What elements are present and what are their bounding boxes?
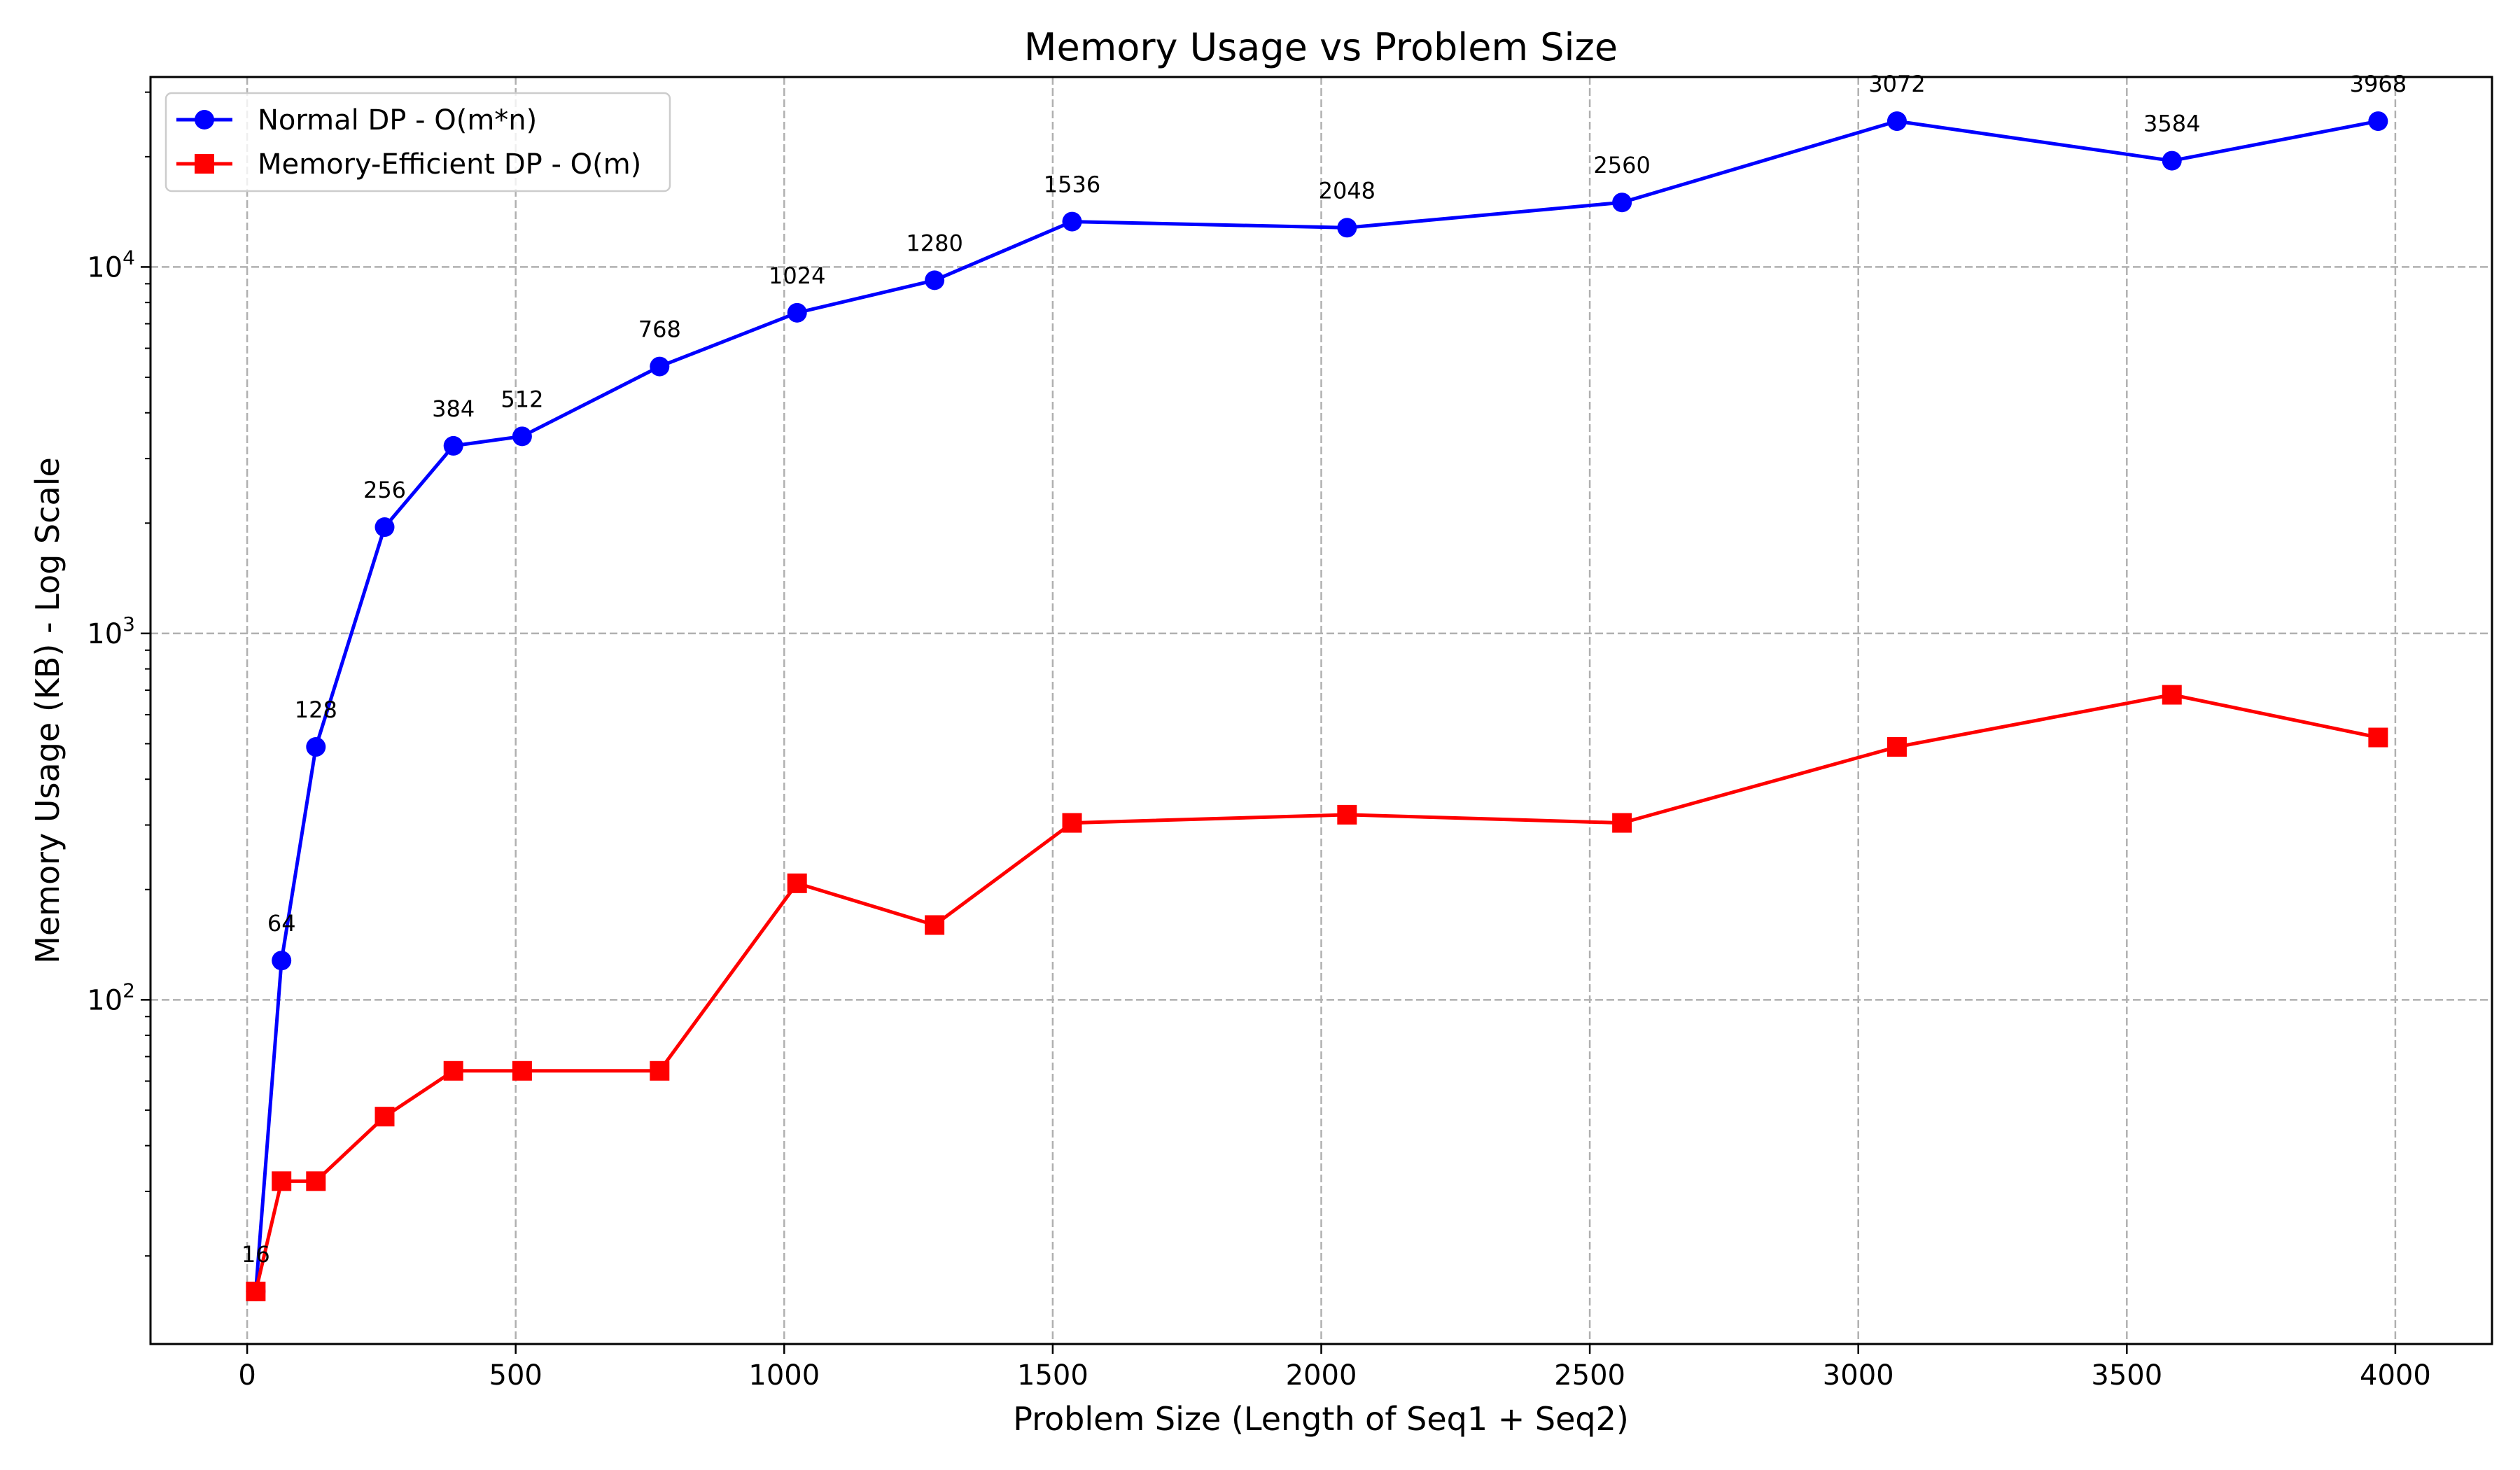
data-point-memory-efficient-dp [2162, 685, 2182, 705]
data-point-memory-efficient-dp [650, 1060, 670, 1081]
data-point-normal-dp [2162, 150, 2182, 171]
x-tick-label: 0 [238, 1359, 255, 1392]
data-series [246, 111, 2388, 1301]
legend-marker-memory-efficient-dp [195, 154, 214, 174]
point-label: 16 [241, 1241, 270, 1268]
data-point-normal-dp [443, 435, 463, 456]
x-tick-label: 2000 [1286, 1359, 1357, 1392]
data-point-normal-dp [1337, 218, 1357, 238]
data-point-normal-dp [272, 951, 292, 971]
data-point-normal-dp [1612, 192, 1632, 213]
x-tick-label: 1500 [1017, 1359, 1088, 1392]
point-label: 1024 [769, 262, 825, 289]
x-tick-label: 3500 [2091, 1359, 2162, 1392]
legend-marker-normal-dp [195, 110, 214, 130]
data-point-normal-dp [1062, 211, 1082, 232]
data-point-normal-dp [374, 517, 395, 538]
point-label: 512 [500, 386, 543, 412]
data-point-normal-dp [1886, 111, 1907, 132]
data-point-normal-dp [787, 302, 807, 323]
x-tick-label: 3000 [1823, 1359, 1894, 1392]
point-label: 3584 [2143, 111, 2200, 137]
point-label: 768 [638, 316, 681, 343]
data-point-normal-dp [650, 356, 670, 377]
point-label: 128 [295, 696, 337, 723]
data-point-memory-efficient-dp [306, 1171, 326, 1191]
x-tick-label: 4000 [2360, 1359, 2431, 1392]
data-point-memory-efficient-dp [1612, 813, 1632, 833]
point-label: 64 [267, 910, 296, 937]
data-point-normal-dp [306, 737, 326, 757]
data-point-memory-efficient-dp [925, 915, 945, 935]
axis-ticks: 0 500 1000 1500 2000 2500 3000 3500 4000 102 103 10… [87, 91, 2431, 1392]
legend-label-memory-efficient-dp: Memory-Efficient DP - O(m) [258, 148, 641, 181]
data-point-memory-efficient-dp [272, 1171, 292, 1191]
x-tick-label: 1000 [748, 1359, 820, 1392]
data-point-memory-efficient-dp [246, 1281, 266, 1301]
legend-label-normal-dp: Normal DP - O(m*n) [258, 104, 537, 136]
legend-box [164, 92, 671, 192]
point-label: 2048 [1319, 177, 1376, 204]
point-label: 1280 [906, 230, 962, 256]
data-point-memory-efficient-dp [787, 873, 807, 893]
x-tick-label: 500 [489, 1359, 542, 1392]
y-tick-label: 102 [87, 979, 135, 1016]
data-point-memory-efficient-dp [374, 1107, 395, 1127]
y-tick-label: 103 [87, 612, 135, 650]
x-axis-label: Problem Size (Length of Seq1 + Seq2) [1013, 1400, 1629, 1438]
data-point-memory-efficient-dp [2368, 727, 2388, 748]
legend: Normal DP - O(m*n) Memory-Efficient DP -… [164, 92, 671, 192]
data-point-memory-efficient-dp [443, 1060, 463, 1081]
y-tick-label: 104 [87, 246, 135, 284]
point-label: 3968 [2350, 71, 2407, 97]
data-point-memory-efficient-dp [1886, 737, 1907, 757]
data-point-normal-dp [512, 426, 532, 447]
data-point-memory-efficient-dp [1337, 804, 1357, 825]
point-labels: 16 64 128 256 384 512 768 1024 1280 1536 2048 2560 3… [241, 71, 2407, 1268]
point-label: 256 [363, 477, 406, 503]
chart-title: Memory Usage vs Problem Size [1024, 25, 1618, 69]
data-point-normal-dp [2368, 111, 2388, 132]
data-point-memory-efficient-dp [512, 1060, 532, 1081]
y-axis-label: Memory Usage (KB) - Log Scale [29, 457, 66, 964]
data-point-normal-dp [925, 270, 945, 290]
x-tick-label: 2500 [1554, 1359, 1625, 1392]
point-label: 1536 [1044, 172, 1100, 198]
grid-lines [150, 77, 2492, 1344]
point-label: 384 [432, 396, 475, 422]
data-point-memory-efficient-dp [1062, 813, 1082, 833]
point-label: 3072 [1868, 71, 1925, 97]
point-label: 2560 [1593, 152, 1650, 178]
